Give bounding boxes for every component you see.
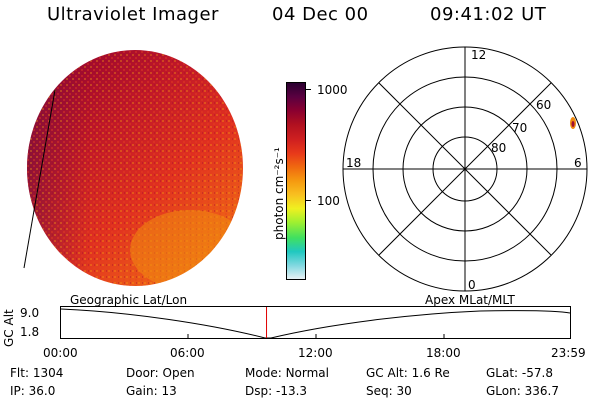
date-label: 04 Dec 00 <box>272 4 369 25</box>
time-tick-0: 00:00 <box>43 346 78 360</box>
colorbar-tick-100: 100 <box>317 194 340 208</box>
apex-caption: Apex MLat/MLT <box>425 293 515 307</box>
colorbar-label: photon cm⁻²s⁻¹ <box>272 147 286 240</box>
status-mode: Mode: Normal <box>245 366 329 380</box>
status-flt: Flt: 1304 <box>10 366 64 380</box>
lat-label-70: 70 <box>512 121 527 135</box>
colorbar <box>286 82 306 280</box>
orbit-ymin: 1.8 <box>20 325 40 339</box>
time-tick-1: 06:00 <box>170 346 205 360</box>
orbit-ylabel: GC Alt <box>2 309 16 347</box>
geo-caption: Geographic Lat/Lon <box>70 293 188 307</box>
earth-uv-image <box>23 50 243 286</box>
status-glat: GLat: -57.8 <box>486 366 553 380</box>
status-glon: GLon: 336.7 <box>486 384 559 398</box>
lat-label-80: 80 <box>491 141 506 155</box>
time-tick-4: 23:59 <box>551 346 586 360</box>
status-gc-alt: GC Alt: 1.6 Re <box>366 366 450 380</box>
time-label: 09:41:02 UT <box>430 4 547 25</box>
instrument-title: Ultraviolet Imager <box>47 4 219 25</box>
mlt-label-12: 12 <box>471 48 486 62</box>
mlt-label-18: 18 <box>346 156 361 170</box>
time-tick-3: 18:00 <box>426 346 461 360</box>
polar-plot: 12 18 6 0 60 70 80 <box>342 46 588 292</box>
status-seq: Seq: 30 <box>366 384 412 398</box>
status-door: Door: Open <box>126 366 195 380</box>
colorbar-tick-1000: 1000 <box>317 83 348 97</box>
time-tick-2: 12:00 <box>298 346 333 360</box>
status-dsp: Dsp: -13.3 <box>245 384 308 398</box>
lat-label-60: 60 <box>536 98 551 112</box>
status-ip: IP: 36.0 <box>10 384 56 398</box>
status-gain: Gain: 13 <box>126 384 177 398</box>
orbit-plot <box>60 306 571 339</box>
terminator-line <box>23 89 56 269</box>
mlt-label-6: 6 <box>574 156 582 170</box>
mlt-label-0: 0 <box>468 278 476 292</box>
orbit-ymax: 9.0 <box>20 306 40 320</box>
